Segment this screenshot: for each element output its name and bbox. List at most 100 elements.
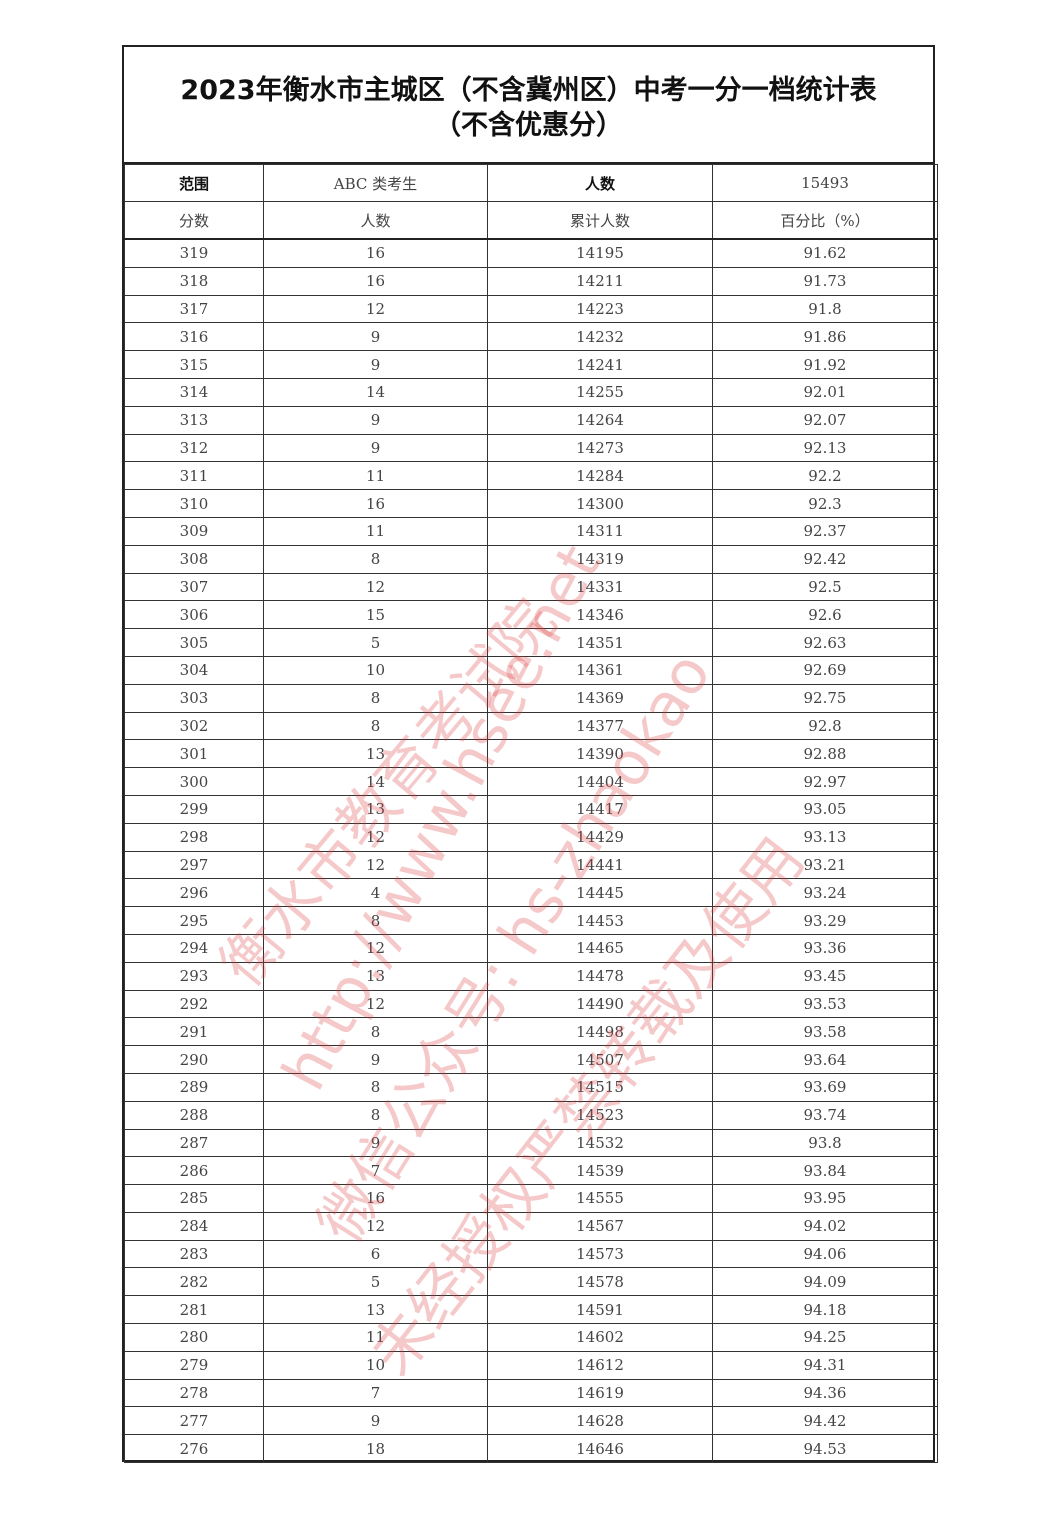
percent-cell: 93.05 <box>712 794 938 824</box>
count-cell: 16 <box>263 266 488 296</box>
percent-cell: 92.8 <box>712 711 938 741</box>
table-row: 296 4 14445 93.24 <box>124 878 938 908</box>
table-row: 293 13 14478 93.45 <box>124 961 938 991</box>
table-row: 305 5 14351 92.63 <box>124 628 938 657</box>
cumulative-cell: 14311 <box>487 516 713 546</box>
percent-cell: 91.8 <box>712 294 938 324</box>
percent-cell: 93.69 <box>712 1072 938 1102</box>
count-cell: 16 <box>263 238 488 268</box>
cumulative-cell: 14404 <box>487 767 713 796</box>
table-row: 318 16 14211 91.73 <box>124 266 938 296</box>
table-row: 315 9 14241 91.92 <box>124 350 938 379</box>
cumulative-cell: 14612 <box>487 1350 713 1380</box>
percent-cell: 91.62 <box>712 238 938 268</box>
page-title: 2023年衡水市主城区（不含冀州区）中考一分一档统计表 （不含优惠分） <box>124 47 933 164</box>
table-row: 287 9 14532 93.8 <box>124 1128 938 1158</box>
percent-cell: 93.53 <box>712 989 938 1019</box>
percent-cell: 93.21 <box>712 850 938 880</box>
column-header-row: 分数 人数 累计人数 百分比（%） <box>124 201 938 240</box>
score-cell: 309 <box>124 516 264 546</box>
score-table-sheet: 2023年衡水市主城区（不含冀州区）中考一分一档统计表 （不含优惠分） 范围 A… <box>122 45 938 1464</box>
table-row: 282 5 14578 94.09 <box>124 1267 938 1297</box>
count-cell: 13 <box>263 794 488 824</box>
count-cell: 9 <box>263 433 488 463</box>
cumulative-cell: 14478 <box>487 961 713 991</box>
count-cell: 16 <box>263 489 488 518</box>
count-cell: 12 <box>263 850 488 880</box>
table-row: 319 16 14195 91.62 <box>124 238 938 268</box>
score-cell: 301 <box>124 739 264 769</box>
count-cell: 12 <box>263 572 488 602</box>
cumulative-cell: 14619 <box>487 1378 713 1408</box>
cumulative-cell: 14498 <box>487 1017 713 1047</box>
table-row: 286 7 14539 93.84 <box>124 1156 938 1186</box>
count-cell: 9 <box>263 1406 488 1436</box>
percent-cell: 92.97 <box>712 767 938 796</box>
count-cell: 8 <box>263 1072 488 1102</box>
percent-cell: 92.69 <box>712 655 938 685</box>
score-cell: 283 <box>124 1239 264 1269</box>
table-row: 304 10 14361 92.69 <box>124 655 938 685</box>
count-cell: 9 <box>263 350 488 379</box>
count-cell: 9 <box>263 1128 488 1158</box>
percent-cell: 94.31 <box>712 1350 938 1380</box>
table-row: 314 14 14255 92.01 <box>124 377 938 407</box>
cumulative-cell: 14567 <box>487 1211 713 1241</box>
cumulative-cell: 14377 <box>487 711 713 741</box>
count-value: 15493 <box>712 164 938 202</box>
cumulative-cell: 14255 <box>487 377 713 407</box>
cumulative-cell: 14602 <box>487 1323 713 1352</box>
percent-cell: 93.36 <box>712 933 938 963</box>
col-header-count: 人数 <box>263 201 488 240</box>
table-row: 279 10 14612 94.31 <box>124 1350 938 1380</box>
count-label: 人数 <box>487 164 713 202</box>
cumulative-cell: 14211 <box>487 266 713 296</box>
table-row: 299 13 14417 93.05 <box>124 794 938 824</box>
count-cell: 9 <box>263 1045 488 1074</box>
cumulative-cell: 14465 <box>487 933 713 963</box>
cumulative-cell: 14264 <box>487 405 713 435</box>
cumulative-cell: 14555 <box>487 1184 713 1213</box>
score-cell: 279 <box>124 1350 264 1380</box>
count-cell: 14 <box>263 767 488 796</box>
percent-cell: 92.07 <box>712 405 938 435</box>
table-row: 309 11 14311 92.37 <box>124 516 938 546</box>
count-cell: 12 <box>263 1211 488 1241</box>
score-cell: 319 <box>124 238 264 268</box>
cumulative-cell: 14361 <box>487 655 713 685</box>
percent-cell: 92.63 <box>712 628 938 657</box>
count-cell: 6 <box>263 1239 488 1269</box>
cumulative-cell: 14331 <box>487 572 713 602</box>
percent-cell: 93.95 <box>712 1184 938 1213</box>
percent-cell: 92.75 <box>712 683 938 713</box>
score-cell: 296 <box>124 878 264 908</box>
score-cell: 288 <box>124 1100 264 1130</box>
percent-cell: 91.92 <box>712 350 938 379</box>
col-header-score: 分数 <box>124 201 264 240</box>
table-row: 307 12 14331 92.5 <box>124 572 938 602</box>
table-row: 303 8 14369 92.75 <box>124 683 938 713</box>
score-cell: 276 <box>124 1434 264 1464</box>
cumulative-cell: 14490 <box>487 989 713 1019</box>
score-cell: 287 <box>124 1128 264 1158</box>
score-cell: 317 <box>124 294 264 324</box>
score-cell: 305 <box>124 628 264 657</box>
count-cell: 9 <box>263 322 488 352</box>
cumulative-cell: 14591 <box>487 1295 713 1325</box>
cumulative-cell: 14523 <box>487 1100 713 1130</box>
score-cell: 280 <box>124 1323 264 1352</box>
table-row: 301 13 14390 92.88 <box>124 739 938 769</box>
table-row: 313 9 14264 92.07 <box>124 405 938 435</box>
table-row: 277 9 14628 94.42 <box>124 1406 938 1436</box>
cumulative-cell: 14417 <box>487 794 713 824</box>
score-cell: 300 <box>124 767 264 796</box>
score-cell: 315 <box>124 350 264 379</box>
cumulative-cell: 14507 <box>487 1045 713 1074</box>
range-value: ABC 类考生 <box>263 164 488 202</box>
table-row: 292 12 14490 93.53 <box>124 989 938 1019</box>
percent-cell: 93.8 <box>712 1128 938 1158</box>
table-row: 298 12 14429 93.13 <box>124 822 938 852</box>
score-cell: 292 <box>124 989 264 1019</box>
cumulative-cell: 14223 <box>487 294 713 324</box>
count-cell: 7 <box>263 1156 488 1186</box>
